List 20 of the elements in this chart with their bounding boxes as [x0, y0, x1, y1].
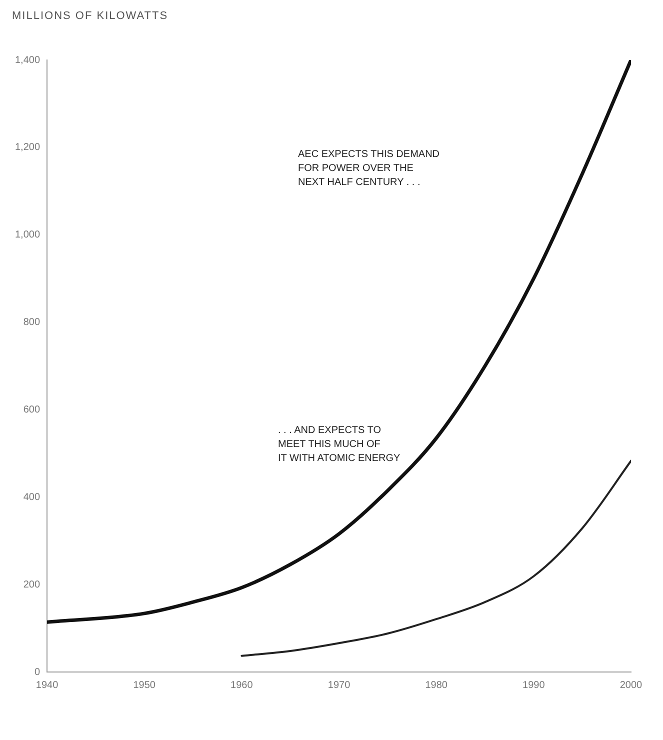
y-tick-label: 0	[34, 666, 40, 678]
x-tick-label: 1970	[328, 680, 351, 691]
line-series	[47, 60, 631, 624]
y-tick-label: 1,000	[14, 230, 40, 241]
y-tick-label: 600	[23, 404, 40, 416]
x-tick-label: 1950	[133, 680, 156, 691]
x-tick-label: 1980	[425, 680, 448, 691]
y-tick-label: 1,400	[14, 54, 40, 66]
x-tick-label: 1960	[230, 680, 254, 691]
annotation: . . . AND EXPECTS TO MEET THIS MUCH OF IT WITH ATOMIC ENERGY	[278, 424, 400, 466]
y-tick-label: 400	[23, 492, 40, 503]
y-tick-label: 200	[23, 579, 40, 590]
x-tick-label: 1990	[522, 680, 546, 691]
x-tick-label: 2000	[620, 680, 643, 691]
annotation: AEC EXPECTS THIS DEMAND FOR POWER OVER THE NEXT HALF CENTURY . . .	[298, 148, 440, 190]
y-axis-title: MILLIONS OF KILOWATTS	[12, 10, 168, 22]
line-series	[240, 460, 631, 657]
y-tick-label: 1,200	[14, 142, 40, 154]
y-tick-label: 800	[23, 317, 40, 328]
x-tick-label: 1940	[36, 680, 59, 691]
